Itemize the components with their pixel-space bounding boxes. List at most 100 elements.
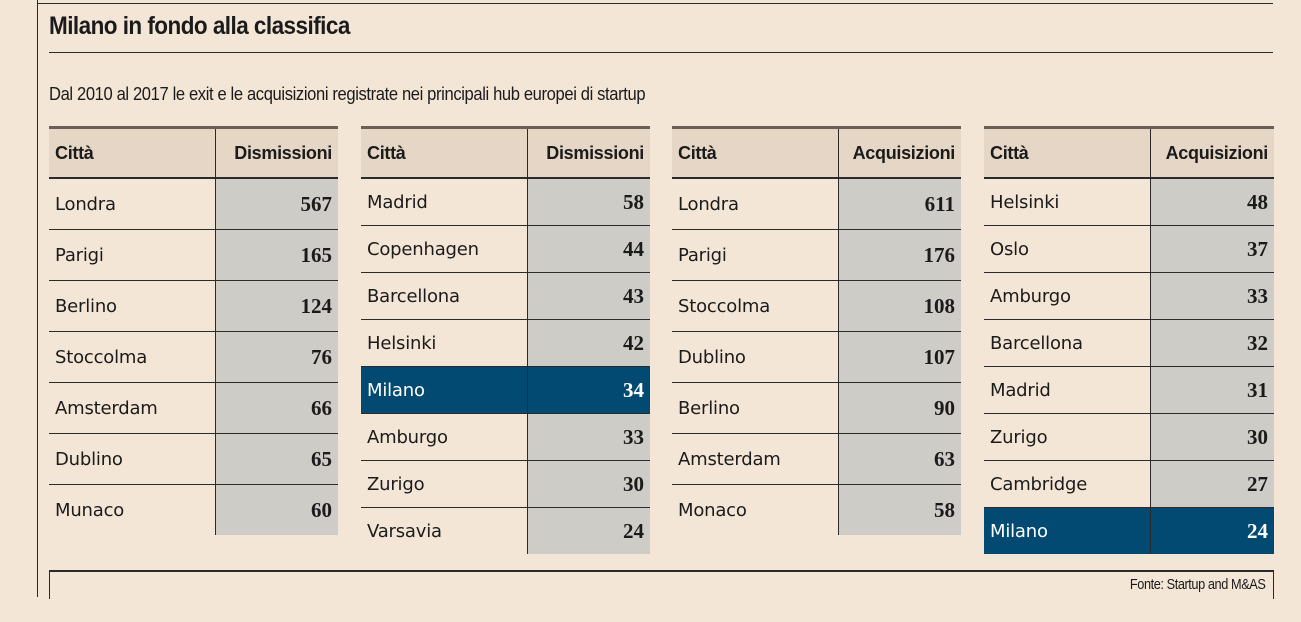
cell-value: 31 bbox=[1150, 366, 1274, 414]
table-row: Londra 567 bbox=[49, 178, 338, 230]
table-row: Madrid 58 bbox=[361, 178, 650, 226]
cell-city: Amsterdam bbox=[49, 382, 216, 434]
frame-left-border bbox=[37, 0, 38, 597]
cell-value: 611 bbox=[838, 178, 961, 230]
cell-city: Varsavia bbox=[367, 520, 442, 542]
cell-value: 44 bbox=[527, 225, 650, 273]
cell-value: 76 bbox=[215, 331, 338, 383]
cell-value: 567 bbox=[215, 178, 338, 230]
cell-value: 107 bbox=[838, 331, 961, 383]
cell-city: Oslo bbox=[984, 225, 1151, 273]
source-box: Fonte: Startup and M&AS bbox=[49, 570, 1274, 599]
cell-city: Zurigo bbox=[984, 413, 1151, 461]
cell-city: Cambridge bbox=[984, 460, 1151, 508]
title-rule bbox=[49, 52, 1273, 53]
cell-value: 58 bbox=[527, 178, 650, 226]
table-row-highlighted: Milano 24 bbox=[984, 507, 1274, 554]
cell-value: 24 bbox=[1150, 507, 1274, 554]
table-acquisizioni-2: Città Acquisizioni Helsinki 48 Oslo 37 Amburgo… bbox=[984, 126, 1274, 554]
table-row: Madrid 31 bbox=[984, 366, 1274, 414]
table-row: Helsinki 42 bbox=[361, 319, 650, 367]
cell-city: Barcellona bbox=[361, 272, 528, 320]
cell-value: 27 bbox=[1150, 460, 1274, 508]
table-row: Berlino 90 bbox=[672, 382, 961, 434]
cell-value: 60 bbox=[215, 484, 338, 535]
cell-city: Dublino bbox=[49, 433, 216, 485]
cell-value: 30 bbox=[527, 460, 650, 508]
data-table: Città Dismissioni Londra 567 Parigi 165 Berlin… bbox=[49, 126, 338, 535]
cell-city: Berlino bbox=[49, 280, 216, 332]
cell-city: Parigi bbox=[672, 229, 839, 281]
cell-city: Amburgo bbox=[361, 413, 528, 461]
cell-value: 43 bbox=[527, 272, 650, 320]
table-row: Londra 611 bbox=[672, 178, 961, 230]
column-header-value: Dismissioni bbox=[527, 126, 650, 179]
cell-city: Parigi bbox=[49, 229, 216, 281]
cell-value: 165 bbox=[215, 229, 338, 281]
cell-city: Madrid bbox=[984, 366, 1151, 414]
cell-city: Helsinki bbox=[984, 178, 1151, 226]
column-header-value: Acquisizioni bbox=[838, 126, 961, 179]
data-table: Città Dismissioni Madrid 58 Copenhagen 44 Barc… bbox=[361, 126, 650, 554]
table-row: Amsterdam 63 bbox=[672, 433, 961, 485]
chart-subtitle: Dal 2010 al 2017 le exit e le acquisizio… bbox=[49, 84, 646, 104]
cell-city: Munaco bbox=[55, 499, 125, 521]
cell-city: Berlino bbox=[672, 382, 839, 434]
table-row: Barcellona 43 bbox=[361, 272, 650, 320]
cell-city: Stoccolma bbox=[49, 331, 216, 383]
column-header-city: Città bbox=[672, 126, 839, 179]
cell-value: 32 bbox=[1150, 319, 1274, 367]
cell-city: Barcellona bbox=[984, 319, 1151, 367]
table-row: Zurigo 30 bbox=[361, 460, 650, 508]
cell-value: 48 bbox=[1150, 178, 1274, 226]
table-row: Copenhagen 44 bbox=[361, 225, 650, 273]
cell-city: Milano bbox=[984, 507, 1151, 554]
cell-value: 24 bbox=[527, 507, 650, 554]
table-row: Amburgo 33 bbox=[361, 413, 650, 461]
table-row: Berlino 124 bbox=[49, 280, 338, 332]
table-row: Dublino 107 bbox=[672, 331, 961, 383]
cell-value: 65 bbox=[215, 433, 338, 485]
cell-city: Londra bbox=[672, 178, 839, 230]
table-row: Stoccolma 108 bbox=[672, 280, 961, 332]
cell-value: 176 bbox=[838, 229, 961, 281]
cell-value: 90 bbox=[838, 382, 961, 434]
table-row: Monaco 58 bbox=[672, 484, 961, 535]
table-dismissioni-2: Città Dismissioni Madrid 58 Copenhagen 44 Barc… bbox=[361, 126, 650, 554]
cell-value: 108 bbox=[838, 280, 961, 332]
table-row: Cambridge 27 bbox=[984, 460, 1274, 508]
table-header-row: Città Acquisizioni bbox=[672, 126, 961, 179]
table-row: Amsterdam 66 bbox=[49, 382, 338, 434]
column-header-city: Città bbox=[49, 126, 216, 179]
cell-value: 58 bbox=[838, 484, 961, 535]
table-header-row: Città Dismissioni bbox=[49, 126, 338, 179]
cell-city: Helsinki bbox=[361, 319, 528, 367]
table-row: Amburgo 33 bbox=[984, 272, 1274, 320]
table-row: Oslo 37 bbox=[984, 225, 1274, 273]
cell-value: 124 bbox=[215, 280, 338, 332]
cell-value: 37 bbox=[1150, 225, 1274, 273]
cell-value: 33 bbox=[1150, 272, 1274, 320]
cell-value: 33 bbox=[527, 413, 650, 461]
chart-title: Milano in fondo alla classifica bbox=[49, 12, 350, 40]
table-row: Munaco 60 bbox=[49, 484, 338, 535]
cell-city: Copenhagen bbox=[361, 225, 528, 273]
table-acquisizioni-1: Città Acquisizioni Londra 611 Parigi 176 Stocc… bbox=[672, 126, 961, 535]
cell-city: Amsterdam bbox=[672, 433, 839, 485]
cell-city: Londra bbox=[49, 178, 216, 230]
table-row: Zurigo 30 bbox=[984, 413, 1274, 461]
data-table: Città Acquisizioni Helsinki 48 Oslo 37 Amburgo… bbox=[984, 126, 1274, 554]
cell-city: Madrid bbox=[361, 178, 528, 226]
table-dismissioni-1: Città Dismissioni Londra 567 Parigi 165 Berlin… bbox=[49, 126, 338, 535]
cell-city: Monaco bbox=[678, 499, 747, 521]
table-row: Helsinki 48 bbox=[984, 178, 1274, 226]
table-row: Barcellona 32 bbox=[984, 319, 1274, 367]
cell-city: Zurigo bbox=[361, 460, 528, 508]
source-note: Fonte: Startup and M&AS bbox=[1129, 576, 1265, 593]
cell-city: Milano bbox=[361, 366, 528, 414]
table-row: Varsavia 24 bbox=[361, 507, 650, 554]
table-row: Parigi 176 bbox=[672, 229, 961, 281]
data-table: Città Acquisizioni Londra 611 Parigi 176 Stocc… bbox=[672, 126, 961, 535]
table-row: Stoccolma 76 bbox=[49, 331, 338, 383]
cell-value: 63 bbox=[838, 433, 961, 485]
